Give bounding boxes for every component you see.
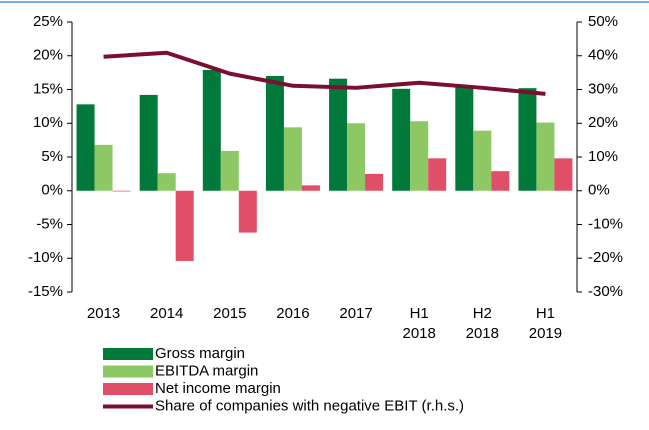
y-tick-label: 25% [33,13,63,30]
legend-label: Gross margin [155,345,245,362]
bar [473,130,492,191]
bar [428,158,447,191]
bar [536,122,555,191]
bar [455,87,474,191]
bar [554,158,573,191]
bar [265,76,284,191]
x-tick-label: H1 [410,305,429,322]
bar [76,104,95,191]
x-tick-label: H2 [473,305,492,322]
y-tick-label: -10% [28,249,63,266]
bar [175,190,194,261]
bar [139,94,158,191]
legend-swatch [103,348,153,360]
x-tick-label: 2018 [403,325,436,342]
bar [392,88,411,191]
y-tick-label: 0% [41,182,63,199]
bar [157,173,176,191]
bar [238,190,257,233]
x-tick-label: 2016 [276,305,309,322]
bar [365,173,384,191]
legend-swatch [103,365,153,378]
y2-tick-label: -10% [588,215,623,232]
bar [112,190,131,192]
legend-label: EBITDA margin [155,362,258,379]
legend-label: Net income margin [155,380,281,397]
y2-tick-label: 50% [588,13,618,30]
y2-tick-label: 10% [588,148,618,165]
y2-tick-label: 30% [588,80,618,97]
bar [202,69,221,191]
y2-tick-label: 0% [588,182,610,199]
bar [491,171,510,191]
y2-tick-label: 20% [588,114,618,131]
y-tick-label: -15% [28,283,63,300]
y2-tick-label: -30% [588,283,623,300]
bar [329,78,348,191]
y-tick-label: -5% [36,215,63,232]
y2-tick-label: 40% [588,47,618,64]
y2-tick-label: -20% [588,249,623,266]
y-tick-label: 10% [33,114,63,131]
bar [410,121,429,191]
x-tick-label: 2014 [150,305,183,322]
line-series [103,50,546,96]
x-tick-label: 2018 [466,325,499,342]
y-tick-label: 20% [33,47,63,64]
bar [283,127,302,191]
bar [301,185,320,191]
bar [518,88,537,191]
bar [94,144,113,191]
y-tick-label: 15% [33,80,63,97]
x-tick-label: 2017 [339,305,372,322]
legend-swatch [103,383,153,395]
x-tick-label: 2015 [213,305,246,322]
y-tick-label: 5% [41,148,63,165]
x-tick-label: 2019 [529,325,562,342]
bar [347,123,366,191]
bar [220,150,239,191]
x-tick-label: H1 [536,305,555,322]
x-tick-label: 2013 [87,305,120,322]
legend-label: Share of companies with negative EBIT (r… [155,397,464,414]
